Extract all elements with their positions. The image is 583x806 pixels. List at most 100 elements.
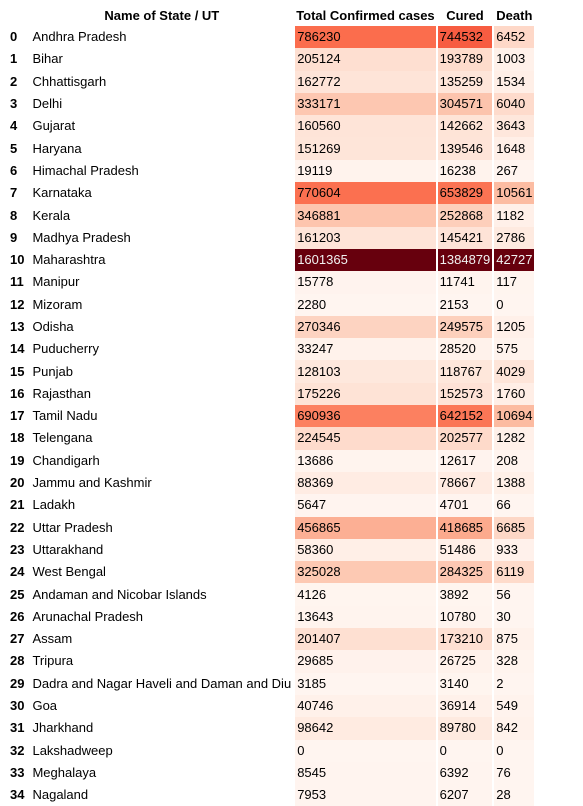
death-cell: 30 [494,605,535,629]
cured-cell: 145421 [437,226,493,249]
state-name-cell: Tripura [32,653,74,669]
table-row: 9 Madhya Pradesh 161203 145421 2786 [8,226,535,249]
state-name-cell: Himachal Pradesh [32,162,139,178]
cured-cell: 0 [437,739,493,762]
confirmed-cell: 98642 [295,717,436,740]
confirmed-cell: 128103 [295,360,436,383]
cured-cell: 118767 [437,360,493,383]
table-row: 25 Andaman and Nicobar Islands 4126 3892 56 [8,583,535,606]
table-row: 34 Nagaland 7953 6207 28 [8,784,535,806]
state-name-cell: Arunachal Pradesh [32,608,144,624]
death-cell: 0 [494,293,535,316]
confirmed-cell: 3185 [295,672,436,695]
row-index: 24 [10,564,25,580]
table-row: 17 Tamil Nadu 690936 642152 10694 [8,405,535,428]
confirmed-cell: 786230 [295,26,436,49]
state-name-cell: Odisha [32,319,74,334]
state-name-cell: Gujarat [32,118,76,134]
cured-cell: 193789 [437,48,493,71]
death-cell: 2 [494,672,535,695]
death-cell: 328 [494,650,535,673]
confirmed-cell: 201407 [295,628,436,651]
confirmed-cell: 58360 [295,538,436,562]
table-row: 13 Odisha 270346 249575 1205 [8,315,535,339]
row-index: 4 [10,118,18,134]
death-cell: 10694 [494,405,535,428]
death-cell: 1182 [494,204,535,227]
table-row: 23 Uttarakhand 58360 51486 933 [8,538,535,562]
death-cell: 1205 [494,315,535,339]
cured-cell: 11741 [437,271,493,294]
row-index: 20 [10,475,25,491]
confirmed-cell: 333171 [295,92,436,116]
table-row: 20 Jammu and Kashmir 88369 78667 1388 [8,471,535,495]
row-index: 34 [10,787,25,803]
state-name-cell: Jharkhand [32,720,94,736]
state-name-cell: Punjab [32,363,73,379]
table-body: 0 Andhra Pradesh 786230 744532 6452 1 Bihar 205… [8,26,535,806]
table-row: 15 Punjab 128103 118767 4029 [8,360,535,383]
state-name-cell: Puducherry [32,341,99,357]
row-index: 9 [10,229,18,245]
cured-cell: 642152 [437,405,493,428]
row-index: 32 [10,742,25,758]
confirmed-cell: 2280 [295,293,436,316]
state-name-cell: Chandigarh [32,452,100,468]
state-name-cell: Lakshadweep [32,742,113,758]
table-row: 10 Maharashtra 1601365 1384879 42727 [8,248,535,272]
death-cell: 208 [494,449,535,472]
header-cured: Cured [446,8,484,23]
table-row: 31 Jharkhand 98642 89780 842 [8,717,535,740]
confirmed-cell: 13643 [295,605,436,629]
cured-cell: 142662 [437,115,493,138]
state-name-cell: Kerala [32,207,71,223]
confirmed-cell: 270346 [295,315,436,339]
death-cell: 1282 [494,427,535,450]
table-row: 29 Dadra and Nagar Haveli and Daman and D… [8,672,535,695]
cured-cell: 28520 [437,338,493,361]
row-index: 18 [10,430,25,446]
state-name-cell: Andaman and Nicobar Islands [32,586,207,602]
cured-cell: 1384879 [437,248,493,272]
death-cell: 1760 [494,382,535,406]
state-name-cell: Manipur [32,274,80,290]
table-row: 6 Himachal Pradesh 19119 16238 267 [8,159,535,183]
death-cell: 10561 [494,182,535,205]
cured-cell: 6207 [437,784,493,806]
state-name-cell: West Bengal [32,564,106,580]
death-cell: 42727 [494,248,535,272]
row-index: 13 [10,319,25,334]
cured-cell: 653829 [437,182,493,205]
confirmed-cell: 5647 [295,494,436,517]
table-row: 5 Haryana 151269 139546 1648 [8,137,535,160]
row-index: 1 [10,51,18,67]
row-index: 33 [10,764,25,780]
cured-cell: 173210 [437,628,493,651]
cured-cell: 89780 [437,717,493,740]
row-index: 21 [10,497,25,513]
cured-cell: 6392 [437,761,493,785]
table-row: 11 Manipur 15778 11741 117 [8,271,535,294]
confirmed-cell: 88369 [295,471,436,495]
state-name-cell: Tamil Nadu [32,408,98,424]
confirmed-cell: 224545 [295,427,436,450]
row-index: 7 [10,185,18,201]
table-row: 2 Chhattisgarh 162772 135259 1534 [8,70,535,93]
cured-cell: 249575 [437,315,493,339]
row-index: 17 [10,408,25,424]
cured-cell: 252868 [437,204,493,227]
cured-cell: 202577 [437,427,493,450]
death-cell: 875 [494,628,535,651]
row-index: 6 [10,162,18,178]
death-cell: 0 [494,739,535,762]
death-cell: 575 [494,338,535,361]
cured-cell: 12617 [437,449,493,472]
confirmed-cell: 4126 [295,583,436,606]
cured-cell: 10780 [437,605,493,629]
cured-cell: 304571 [437,92,493,116]
confirmed-cell: 29685 [295,650,436,673]
state-name-cell: Mizoram [32,296,83,312]
table-row: 26 Arunachal Pradesh 13643 10780 30 [8,605,535,629]
table-row: 7 Karnataka 770604 653829 10561 [8,182,535,205]
table-row: 14 Puducherry 33247 28520 575 [8,338,535,361]
